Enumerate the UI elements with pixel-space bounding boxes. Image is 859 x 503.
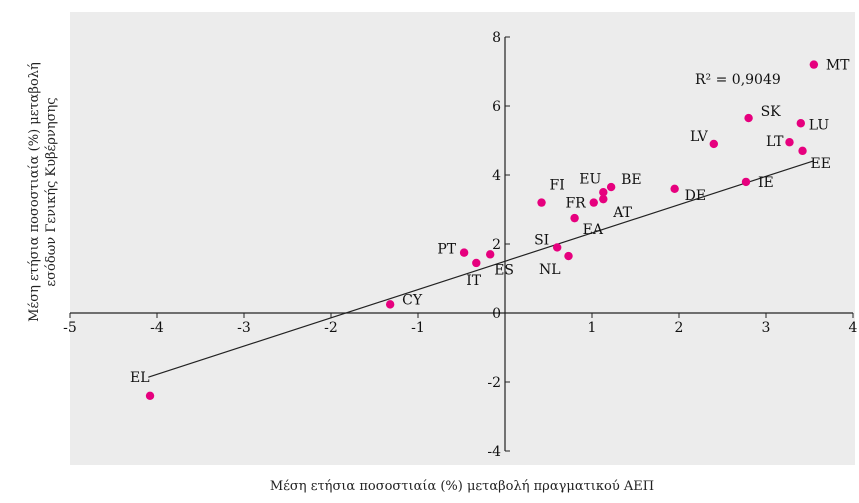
y-axis-title-line-2: εσόδων Γενικής Κυβέρνησης: [44, 97, 59, 286]
data-point-at: [599, 194, 608, 204]
data-point-lt: [785, 138, 794, 147]
x-tick-label: -2: [324, 320, 338, 336]
data-point-fi: [537, 198, 546, 207]
trend-line: [148, 160, 815, 378]
y-tick-label: 2: [492, 237, 501, 253]
data-point-es: [486, 250, 495, 259]
x-tick-label: -4: [150, 320, 164, 336]
point-label-at: AT: [612, 205, 632, 221]
data-point-ee: [798, 146, 807, 156]
data-point-fr: [589, 198, 598, 207]
data-point-pt: [459, 248, 469, 257]
y-tick-label: -4: [487, 444, 501, 460]
data-point-mt: [809, 60, 819, 69]
x-tick-label: -3: [237, 320, 251, 336]
x-tick-label: -5: [63, 320, 77, 336]
data-point-el: [145, 391, 155, 400]
y-tick-label: 8: [492, 30, 501, 46]
x-axis-title: Μέση ετήσια ποσοστιαία (%) μεταβολή πραγ…: [270, 479, 654, 494]
x-tick-label: 4: [849, 320, 858, 336]
data-point-it: [472, 258, 481, 268]
point-label-nl: NL: [539, 262, 561, 278]
data-point-eu: [599, 188, 608, 197]
point-label-lu: LU: [809, 117, 830, 133]
x-tick-label: 1: [588, 320, 597, 336]
point-label-de: DE: [685, 188, 706, 204]
r-squared-label: R² = 0,9049: [695, 72, 781, 88]
data-point-ea: [570, 213, 579, 223]
data-point-ie: [741, 177, 751, 187]
point-label-fi: FI: [550, 178, 565, 194]
point-label-si: SI: [534, 232, 549, 248]
data-point-de: [670, 184, 679, 193]
origin-tick-label: 0: [492, 306, 501, 322]
point-label-lv: LV: [690, 129, 709, 145]
point-label-mt: MT: [826, 58, 850, 74]
point-label-ee: EE: [811, 156, 831, 172]
point-label-eu: EU: [579, 171, 601, 187]
point-label-fr: FR: [565, 196, 586, 212]
y-axis-title-line-1: Μέση ετήσια ποσοστιαία (%) μεταβολή: [27, 62, 42, 322]
point-label-it: IT: [466, 273, 482, 289]
data-point-sk: [744, 113, 753, 123]
data-point-lv: [709, 139, 718, 149]
point-label-es: ES: [494, 262, 514, 278]
data-point-be: [606, 182, 616, 192]
tick-labels: -5 -4 -3 -2 -1 1 2 3 4 -4 -2 2 4 6 8 0: [63, 30, 857, 460]
data-point-cy: [385, 300, 395, 309]
point-label-lt: LT: [766, 134, 784, 150]
x-tick-label: -1: [411, 320, 425, 336]
point-label-sk: SK: [761, 104, 782, 120]
point-label-be: BE: [621, 172, 642, 188]
plot-background: [70, 12, 855, 465]
x-tick-label: 3: [762, 320, 771, 336]
x-tick-label: 2: [675, 320, 684, 336]
y-axis-title: Μέση ετήσια ποσοστιαία (%) μεταβολή εσόδ…: [27, 62, 59, 322]
point-label-pt: PT: [437, 242, 456, 258]
data-point-si: [553, 243, 562, 252]
point-label-el: EL: [130, 370, 150, 386]
data-point-lu: [796, 119, 805, 128]
point-label-ie: IE: [758, 175, 774, 191]
y-tick-label: 6: [492, 99, 501, 115]
axes: [69, 36, 854, 452]
data-point-nl: [564, 251, 573, 261]
y-tick-label: 4: [492, 168, 501, 184]
point-label-cy: CY: [402, 292, 423, 308]
y-tick-label: -2: [487, 375, 501, 391]
point-label-ea: EA: [583, 222, 604, 238]
